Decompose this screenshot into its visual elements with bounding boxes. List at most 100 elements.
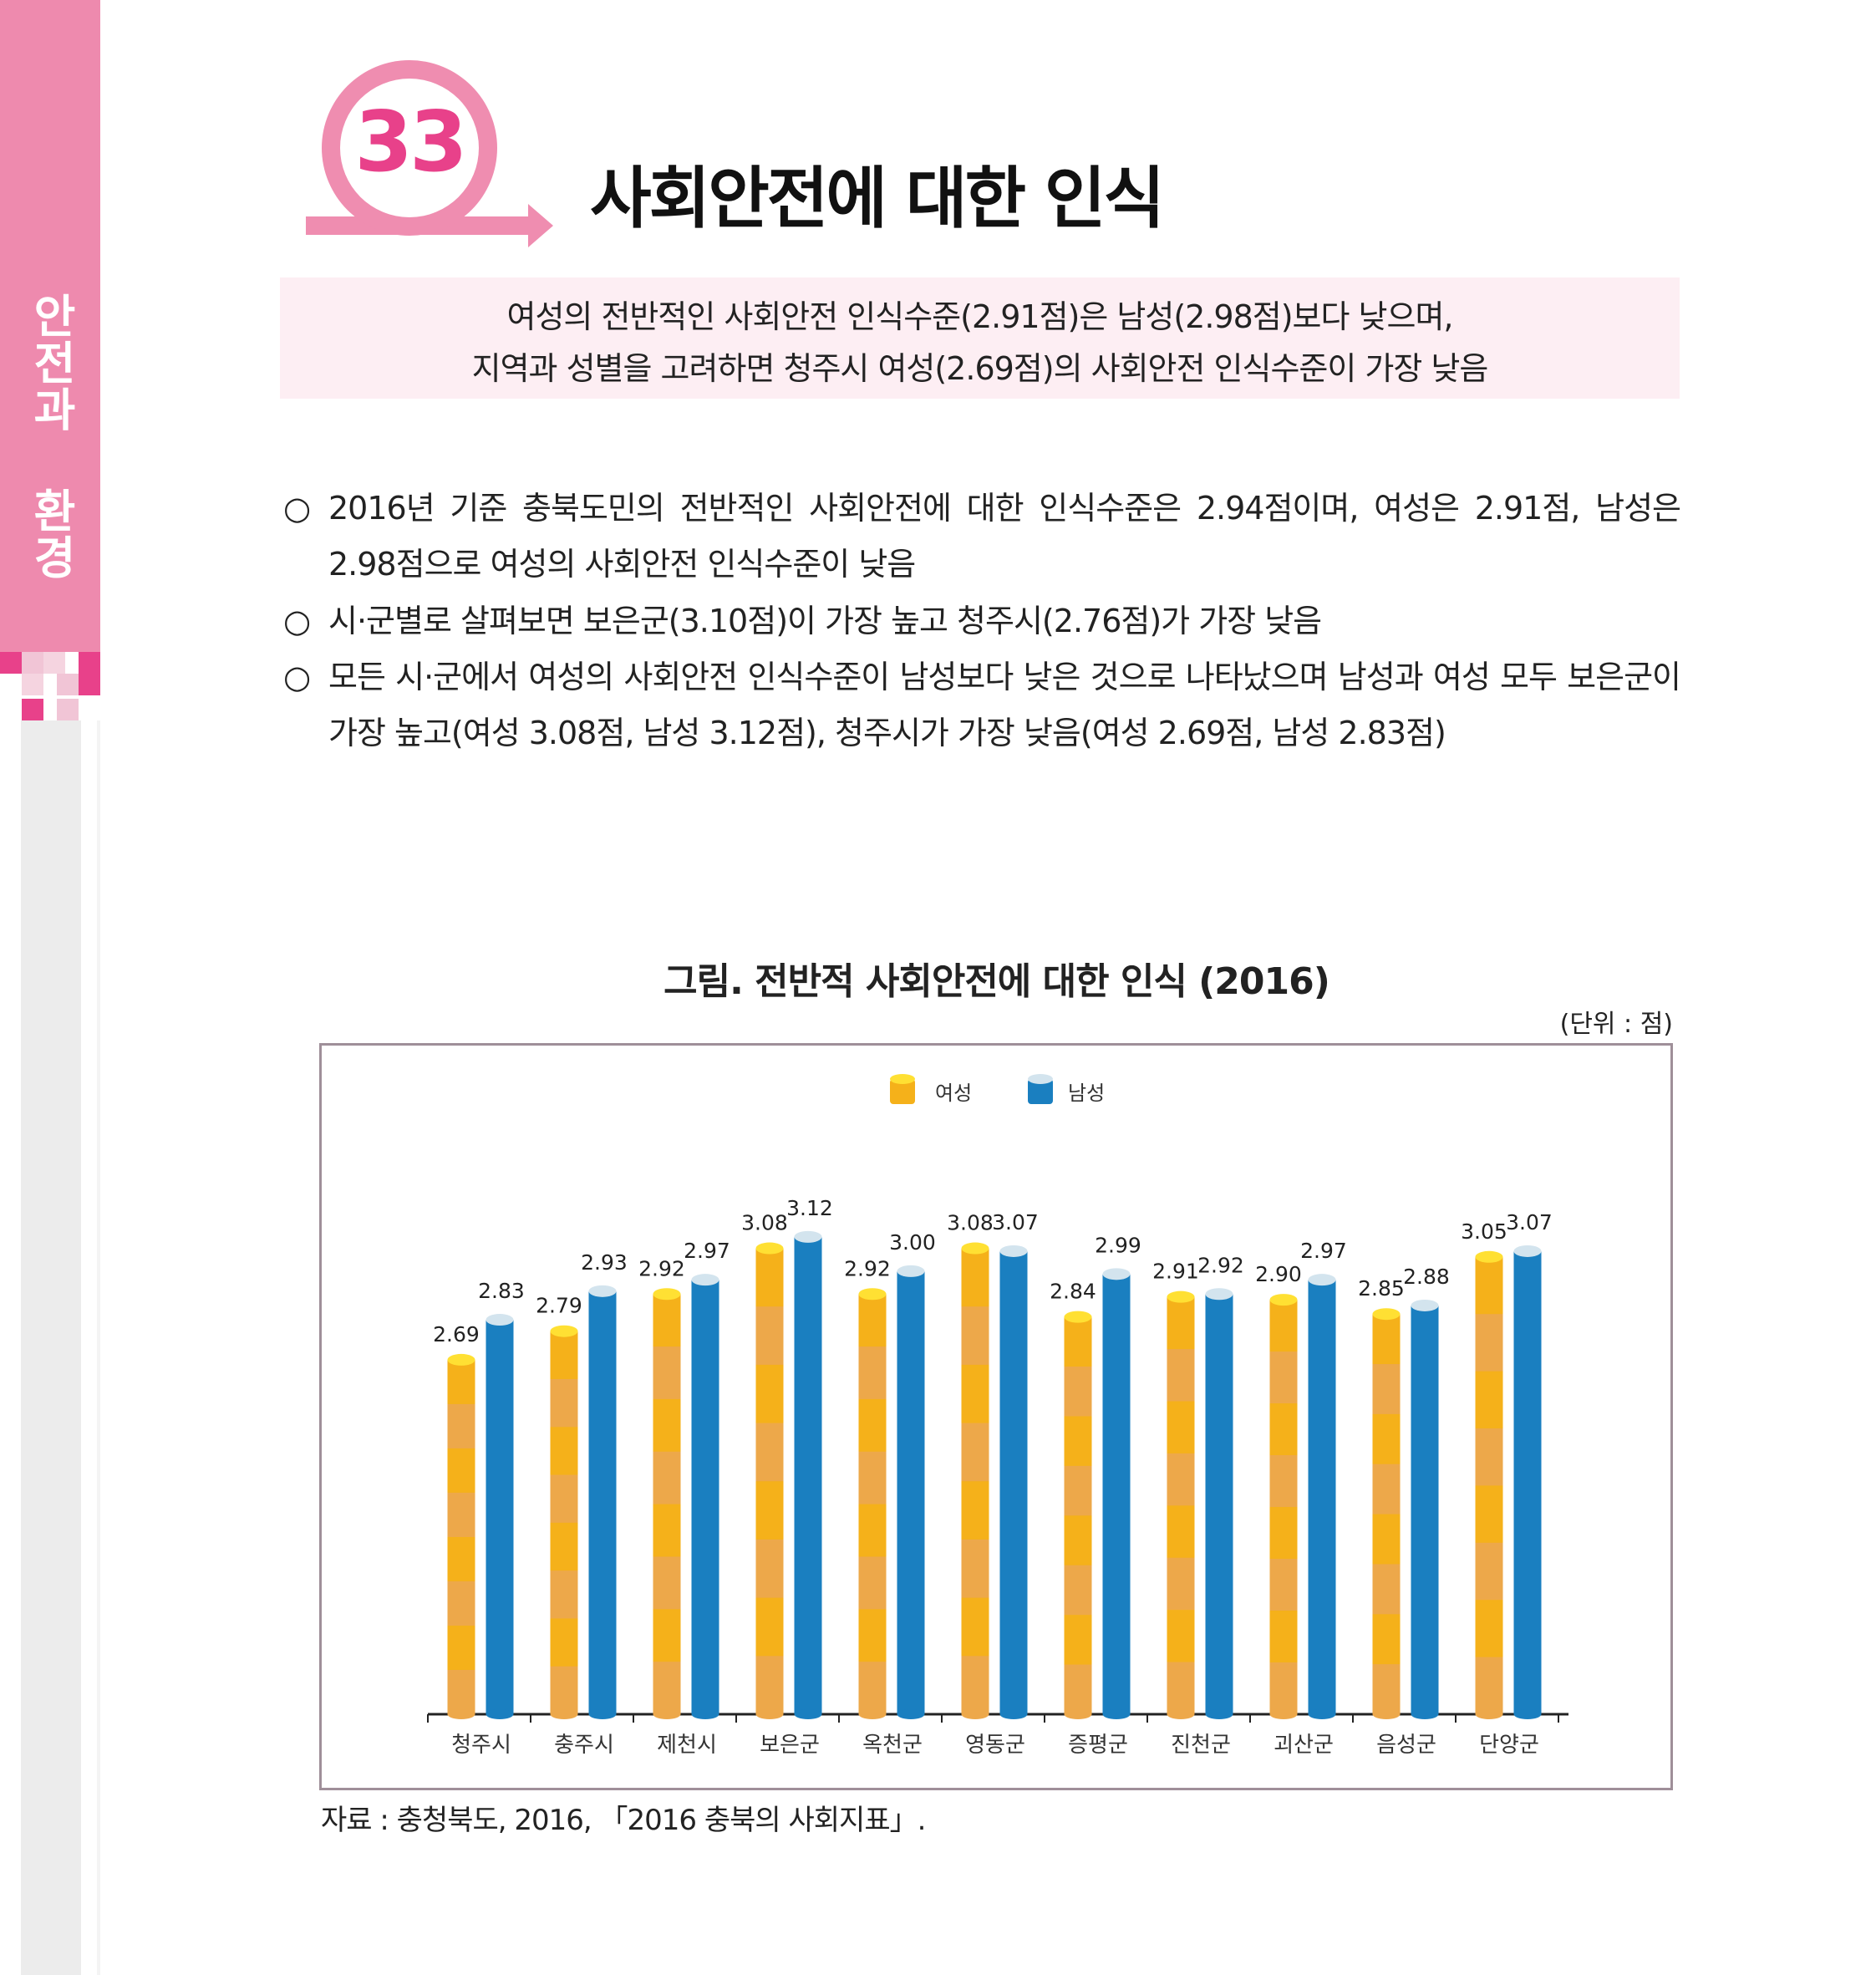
bar-female-segment: [653, 1294, 681, 1347]
bar-female-segment: [550, 1522, 578, 1571]
x-tick-label: 음성군: [1376, 1733, 1436, 1758]
bar-female-segment: [961, 1597, 989, 1657]
bar-female-segment: [961, 1656, 989, 1715]
section-number: 33: [354, 93, 467, 191]
bar-female-segment: [1475, 1314, 1503, 1372]
bullet-item: ○ 모든 시·군에서 여성의 사회안전 인식수준이 남성보다 낮은 것으로 나타…: [283, 649, 1681, 761]
bullet-item: ○ 2016년 기준 충북도민의 전반적인 사회안전에 대한 인식수준은 2.9…: [283, 481, 1681, 593]
bar-female-segment: [447, 1625, 475, 1671]
bar-female-segment: [550, 1666, 578, 1715]
data-label: 3.07: [992, 1210, 1039, 1234]
legend-swatch-top: [1028, 1074, 1053, 1084]
bar-male: [588, 1290, 617, 1714]
x-tick-label: 진천군: [1171, 1733, 1231, 1758]
bar-bottom: [897, 1709, 925, 1719]
bar-female-segment: [858, 1398, 887, 1453]
bar-female-segment: [550, 1618, 578, 1667]
bar-bottom: [1269, 1709, 1298, 1719]
bar-female-segment: [858, 1451, 887, 1505]
x-tick-label: 청주시: [451, 1733, 511, 1758]
bar-male: [1205, 1294, 1233, 1714]
chart-unit: (단위 : 점): [1559, 1010, 1673, 1039]
bar-female-segment: [1269, 1507, 1298, 1560]
bar-top-cap: [755, 1242, 784, 1255]
x-tick-label: 옥천군: [862, 1733, 923, 1758]
bar-female-segment: [653, 1609, 681, 1662]
arrow-right-icon: [528, 204, 553, 247]
bar-female-segment: [653, 1556, 681, 1610]
bar-bottom: [1372, 1709, 1401, 1719]
data-label: 2.69: [433, 1322, 480, 1346]
x-tick-label: 제천시: [657, 1733, 717, 1758]
bar-bottom: [858, 1709, 887, 1719]
bar-top-cap: [1513, 1245, 1542, 1257]
bar-female-segment: [1372, 1364, 1401, 1415]
bar-bottom: [1064, 1709, 1092, 1719]
data-label: 2.93: [581, 1250, 628, 1275]
x-tick-label: 증평군: [1068, 1733, 1128, 1758]
bar-top-cap: [486, 1314, 514, 1326]
sidebar-strip-line: [97, 720, 100, 1975]
summary-box: 여성의 전반적인 사회안전 인식수준(2.91점)은 남성(2.98점)보다 낮…: [280, 277, 1680, 399]
bar-female-segment: [653, 1398, 681, 1453]
bullet-circle-icon: ○: [283, 603, 311, 639]
bar-female-segment: [1064, 1367, 1092, 1417]
data-label: 3.00: [889, 1230, 936, 1255]
bar-bottom: [1167, 1709, 1195, 1719]
bar-female-segment: [1372, 1664, 1401, 1715]
bar-top-cap: [999, 1245, 1028, 1257]
bar-female-segment: [961, 1248, 989, 1307]
chart-frame: 여성 남성 청주시 2.69 2.83 충주시 2.79 2.93 제천시 2.92 2.97 보은군…: [319, 1043, 1673, 1790]
page-title: 사회안전에 대한 인식: [590, 160, 1165, 237]
bar-bottom: [1475, 1709, 1503, 1719]
bar-top-cap: [1205, 1288, 1233, 1301]
bar-female-segment: [755, 1481, 784, 1540]
sidebar: [0, 0, 100, 652]
bar-female-segment: [858, 1556, 887, 1610]
bullet-text: 시·군별로 살펴보면 보은군(3.10점)이 가장 높고 청주시(2.76점)가…: [328, 603, 1322, 639]
bar-top-cap: [1064, 1311, 1092, 1323]
data-label: 2.97: [1300, 1239, 1347, 1263]
bar-bottom: [691, 1709, 719, 1719]
bar-top-cap: [897, 1265, 925, 1277]
badge-inner: [340, 79, 479, 217]
bar-female-segment: [858, 1346, 887, 1400]
data-label: 2.92: [638, 1256, 685, 1280]
bar-top-cap: [1167, 1290, 1195, 1303]
bullet-circle-icon: ○: [283, 490, 311, 527]
bar-bottom: [1102, 1709, 1131, 1719]
bar-female-segment: [1167, 1349, 1195, 1402]
bar-female-segment: [1167, 1505, 1195, 1559]
bar-bottom: [1411, 1709, 1439, 1719]
bar-male: [1102, 1274, 1131, 1714]
bullet-text: 2016년 기준 충북도민의 전반적인 사회안전에 대한 인식수준은 2.94점…: [328, 490, 1681, 583]
bar-female-segment: [1064, 1664, 1092, 1715]
bar-female-segment: [755, 1306, 784, 1366]
bar-female-segment: [653, 1662, 681, 1715]
x-tick-label: 단양군: [1479, 1733, 1539, 1758]
data-label: 3.05: [1461, 1219, 1507, 1244]
bar-female-segment: [1064, 1515, 1092, 1566]
bar-bottom: [550, 1709, 578, 1719]
bar-top-cap: [691, 1274, 719, 1286]
bar-female-segment: [1269, 1300, 1298, 1352]
bar-female-segment: [755, 1539, 784, 1599]
bar-female-segment: [1475, 1256, 1503, 1315]
bar-female-segment: [447, 1492, 475, 1538]
bar-female-segment: [755, 1597, 784, 1657]
bar-top-cap: [447, 1353, 475, 1366]
bar-top-cap: [1411, 1299, 1439, 1311]
bar-bottom: [794, 1709, 822, 1719]
bar-male: [691, 1280, 719, 1714]
bar-female-segment: [1167, 1296, 1195, 1350]
x-tick-label: 충주시: [554, 1733, 614, 1758]
bar-top-cap: [1102, 1268, 1131, 1280]
summary-line-1: 여성의 전반적인 사회안전 인식수준(2.91점)은 남성(2.98점)보다 낮…: [506, 298, 1454, 335]
bullet-text: 모든 시·군에서 여성의 사회안전 인식수준이 남성보다 낮은 것으로 나타났으…: [328, 659, 1681, 751]
bar-bottom: [1513, 1709, 1542, 1719]
bar-female-segment: [550, 1570, 578, 1619]
bar-bottom: [447, 1709, 475, 1719]
bar-top-cap: [1308, 1274, 1336, 1286]
data-label: 3.08: [741, 1211, 788, 1235]
bar-bottom: [486, 1709, 514, 1719]
